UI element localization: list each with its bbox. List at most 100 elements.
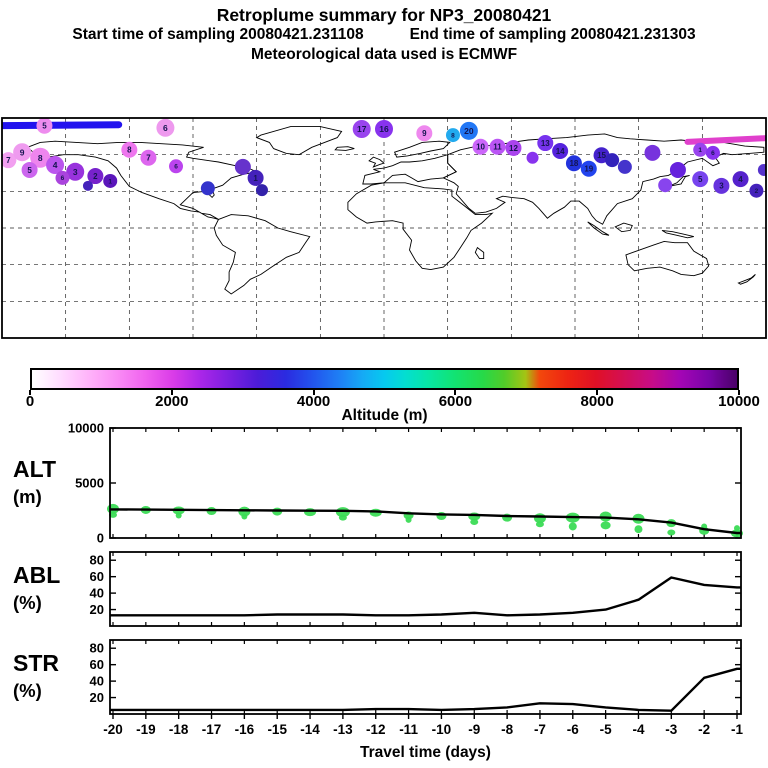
plume-marker	[156, 118, 175, 137]
plume-marker-day-label: 14	[556, 147, 565, 156]
x-tick-label: -20	[103, 722, 123, 737]
x-axis-title: Travel time (days)	[360, 744, 491, 761]
plume-marker	[255, 184, 268, 197]
plume-marker	[459, 121, 478, 140]
plume-streak	[2, 121, 123, 130]
plume-marker	[169, 159, 184, 174]
coastlines	[26, 126, 765, 295]
plume-marker	[644, 144, 661, 161]
plume-marker-day-label: 16	[379, 124, 389, 134]
sampling-start-text: Start time of sampling 20080421.231108	[72, 26, 364, 43]
coastline	[255, 126, 343, 156]
x-tick-label: -2	[698, 722, 710, 737]
x-tick-label: -14	[300, 722, 320, 737]
plume-marker	[55, 170, 70, 185]
plume-marker-day-label: 4	[53, 160, 58, 170]
coastline	[393, 140, 451, 158]
plume-marker	[605, 153, 620, 168]
coastline	[737, 274, 756, 285]
coastline	[442, 133, 765, 225]
met-data-line: Meteorological data used is ECMWF	[250, 46, 518, 63]
plume-marker	[472, 138, 489, 155]
coastline	[661, 229, 694, 239]
figure-title: Retroplume summary for NP3_20080421	[216, 5, 552, 25]
y-tick-label: 5000	[75, 476, 104, 491]
panel-unit-label: (%)	[13, 680, 42, 701]
plume-marker-day-label: 17	[357, 124, 367, 134]
x-tick-label: -4	[632, 722, 644, 737]
plume-marker	[87, 168, 104, 185]
plume-marker-day-label: 20	[464, 126, 474, 136]
plume-marker-day-label: 6	[711, 150, 715, 157]
coastline	[362, 154, 457, 185]
altitude-spread-blob	[734, 525, 740, 532]
sampling-times-line: Start time of sampling 20080421.231108 E…	[0, 26, 768, 44]
y-tick-label: 40	[90, 674, 104, 689]
plume-marker	[247, 169, 264, 186]
coastline	[625, 240, 710, 277]
plume-marker	[234, 158, 251, 175]
plume-marker	[693, 142, 708, 157]
coastline	[213, 214, 311, 295]
coastline	[334, 146, 355, 151]
plume-marker	[445, 128, 460, 143]
y-tick-label: 0	[97, 531, 104, 546]
plume-marker-day-label: 9	[422, 129, 427, 138]
panel-unit-label: (%)	[13, 592, 42, 613]
plume-marker	[352, 120, 371, 138]
altitude-spread-blob	[568, 522, 577, 531]
plume-marker-day-label: 8	[451, 132, 455, 139]
plume-marker-day-label: 9	[20, 147, 25, 157]
plume-marker	[200, 181, 215, 196]
plume-marker	[103, 173, 118, 188]
altitude-spread-blob	[667, 529, 676, 536]
plume-marker	[46, 156, 65, 175]
plume-marker-day-label: 3	[719, 182, 724, 191]
x-tick-label: -8	[501, 722, 513, 737]
altitude-spread-blob	[470, 519, 479, 526]
plume-marker-day-label: 6	[163, 123, 168, 133]
panel-border	[109, 551, 742, 627]
plume-marker-day-label: 12	[509, 144, 518, 153]
plume-marker	[30, 147, 51, 168]
plume-marker-day-label: 6	[174, 164, 178, 171]
plume-marker	[13, 143, 32, 162]
coastline	[614, 222, 633, 233]
plume-marker	[505, 139, 522, 156]
plume-marker-day-label: 6	[61, 175, 65, 182]
abl-line	[110, 576, 741, 617]
plume-marker-day-label: 18	[569, 159, 578, 168]
plume-marker-day-label: 15	[597, 151, 606, 160]
y-tick-label: 20	[90, 602, 104, 617]
plume-streak	[684, 135, 766, 145]
plume-marker	[526, 151, 539, 164]
str-line	[110, 667, 741, 712]
plume-marker-day-label: 5	[27, 166, 32, 175]
panel-label: ALT	[13, 456, 56, 482]
altitude-spread-blob	[634, 525, 643, 534]
x-tick-label: -11	[399, 722, 418, 737]
plume-marker-day-label: 1	[253, 174, 258, 183]
x-tick-label: -9	[468, 722, 480, 737]
altitude-spread-blob	[175, 512, 182, 519]
plume-marker	[121, 141, 138, 158]
panel-label: STR	[13, 650, 59, 676]
plume-marker	[66, 162, 85, 181]
panel-alt: 0 5000 10000 ALT (m)	[13, 421, 743, 546]
plume-marker	[2, 152, 17, 169]
plume-marker	[692, 171, 709, 188]
x-tick-label: -6	[567, 722, 579, 737]
plume-marker-day-label: 1	[698, 147, 702, 154]
x-tick-label: -13	[333, 722, 353, 737]
coastline	[347, 182, 494, 271]
plume-marker	[82, 180, 93, 191]
panel-border	[109, 427, 742, 539]
plume-marker	[489, 138, 506, 155]
plume-marker	[732, 171, 749, 188]
plume-marker-day-label: 1	[108, 178, 112, 185]
plume-marker	[565, 155, 582, 172]
